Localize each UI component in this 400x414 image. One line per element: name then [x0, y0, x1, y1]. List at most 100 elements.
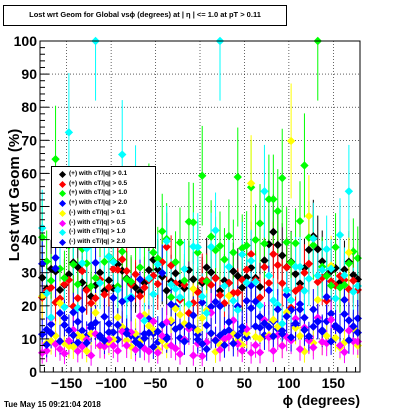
data-point [42, 340, 51, 350]
data-point [349, 276, 358, 285]
data-point [95, 278, 105, 288]
data-point [153, 254, 162, 263]
legend-marker [58, 170, 67, 179]
data-point [184, 321, 194, 330]
y-tick-label: 70 [21, 132, 37, 148]
data-point [344, 259, 354, 268]
data-point [295, 279, 305, 288]
data-point [238, 322, 247, 332]
data-point [180, 337, 189, 346]
data-point [340, 347, 349, 357]
legend-marker [58, 229, 67, 237]
data-point [175, 322, 185, 332]
data-point [255, 301, 265, 310]
data-point [113, 285, 122, 295]
data-point [326, 277, 336, 286]
data-point [38, 273, 47, 282]
data-point [100, 312, 109, 321]
data-point [264, 278, 274, 288]
data-point [42, 346, 51, 356]
data-point [166, 292, 176, 302]
data-point [238, 283, 247, 292]
legend-marker [58, 200, 67, 208]
data-point [273, 260, 282, 270]
data-point [202, 277, 211, 286]
data-point [264, 195, 274, 204]
data-point [198, 298, 207, 307]
data-point [326, 315, 336, 324]
data-point [171, 269, 180, 278]
data-point [295, 216, 305, 226]
data-point [224, 332, 234, 342]
data-point [175, 310, 185, 319]
data-point [73, 262, 82, 272]
y-tick-label: 100 [14, 33, 38, 49]
data-point [220, 255, 229, 264]
data-point [135, 340, 145, 350]
data-point [202, 263, 211, 272]
data-point [215, 291, 225, 300]
data-point [162, 242, 171, 252]
data-point [198, 351, 207, 361]
data-point [331, 294, 340, 303]
data-point [260, 256, 269, 265]
data-point [118, 255, 127, 264]
data-point [55, 308, 65, 318]
data-point [286, 295, 296, 305]
data-point [202, 321, 211, 330]
x-tick-label: −150 [51, 375, 83, 391]
data-point [322, 271, 331, 281]
axes: 0 10 20 30 40 50 60 70 80 90 100 −150 −100 −50 0 50 100 1… [14, 33, 357, 391]
data-point [46, 313, 56, 322]
data-point [309, 322, 318, 331]
data-point [224, 278, 234, 288]
data-point [224, 317, 234, 327]
y-tick-label: 40 [21, 232, 37, 248]
data-point [238, 346, 247, 356]
data-point [104, 276, 114, 285]
data-point [135, 287, 145, 297]
data-point [273, 305, 282, 314]
data-point [140, 334, 149, 343]
data-point [122, 341, 131, 350]
data-point [104, 252, 114, 262]
data-point [189, 351, 198, 360]
data-point [229, 339, 238, 348]
legend-item: (-) with cT/|q| > 0.1 [52, 209, 155, 218]
data-point [135, 263, 145, 272]
data-point [295, 262, 305, 271]
data-point [131, 345, 140, 355]
data-point [46, 329, 56, 338]
data-point [291, 269, 300, 279]
y-tick-label: 10 [21, 331, 37, 347]
data-point [211, 226, 220, 235]
data-point [122, 266, 131, 276]
data-point [255, 334, 265, 343]
data-point [295, 305, 305, 314]
data-point [251, 297, 260, 306]
data-point [175, 238, 185, 247]
data-point [189, 275, 198, 284]
legend-label: (-) with cT/|q| > 0.5 [69, 218, 126, 226]
data-point [260, 187, 269, 196]
data-point [180, 276, 189, 285]
data-point [242, 241, 251, 250]
data-point [349, 322, 358, 331]
data-point [118, 247, 127, 256]
data-point [118, 297, 127, 306]
data-point [64, 326, 74, 335]
data-point [215, 286, 225, 296]
data-point [220, 281, 229, 291]
data-point [269, 315, 278, 324]
data-point [60, 349, 69, 358]
data-point [291, 314, 300, 323]
data-point [278, 319, 287, 328]
data-point [278, 279, 287, 288]
chart-title: Lost wrt Geom for Global vsϕ (degrees) a… [29, 10, 261, 19]
y-tick-label: 80 [21, 99, 37, 115]
data-point [100, 336, 109, 345]
data-point [291, 262, 300, 271]
data-point [233, 271, 242, 281]
data-point [326, 281, 336, 290]
data-point [140, 283, 149, 292]
